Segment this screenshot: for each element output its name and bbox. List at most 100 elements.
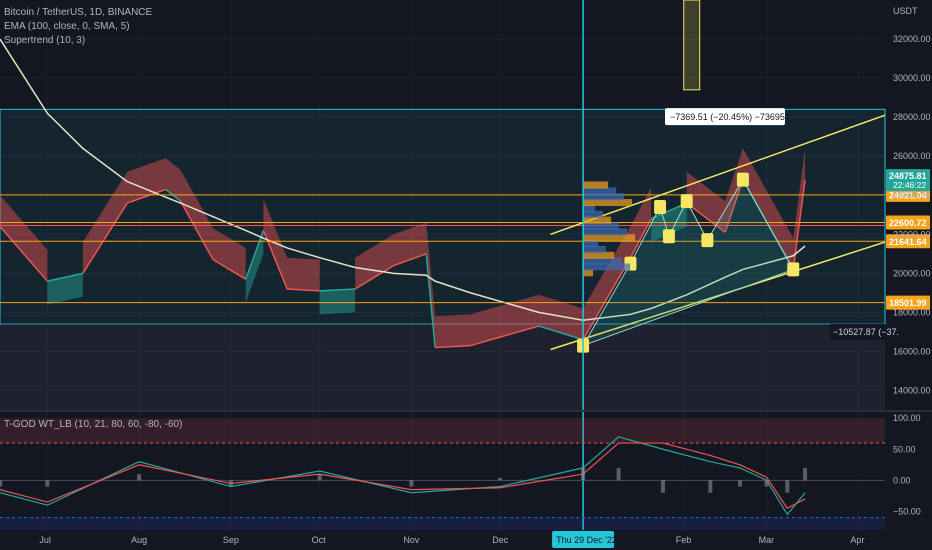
price-axis-tick: 22000.00: [893, 229, 931, 239]
volume-profile-bar: [583, 222, 620, 230]
price-axis-tick: 20000.00: [893, 268, 931, 278]
supertrend-band: [355, 234, 394, 289]
oscillator-histogram-bar: [581, 467, 586, 481]
supertrend-line: [435, 344, 471, 349]
measure-box[interactable]: [683, 0, 701, 91]
level-label-bg: [886, 187, 930, 202]
supertrend-legend: Supertrend (10, 3): [4, 35, 86, 46]
supertrend-band: [165, 158, 181, 202]
level-label: 21641.64: [889, 237, 927, 247]
level-label: 22600.72: [889, 218, 927, 228]
measure-label-upper: −7369.51 (−20.45%) −736951: [670, 112, 790, 122]
time-axis-area: [0, 530, 932, 550]
oscillator-histogram-bar: [803, 467, 808, 481]
supertrend-band: [435, 314, 471, 348]
price-countdown: 22:46:22: [893, 180, 926, 190]
supertrend-line: [582, 257, 632, 341]
oscillator-histogram-bar: [317, 474, 322, 481]
time-axis-tick: Oct: [312, 535, 327, 545]
supertrend-line: [538, 325, 584, 341]
lower-shade-box: [0, 324, 885, 410]
volume-profile-bar: [583, 210, 604, 218]
supertrend-band: [127, 158, 166, 204]
supertrend-line: [179, 200, 214, 261]
price-axis-tick: 24000.00: [893, 190, 931, 200]
oscillator-histogram-bar: [764, 480, 769, 487]
supertrend-line: [47, 272, 84, 282]
oscillator-axis-tick: 50.00: [893, 444, 916, 454]
volume-profile-bar: [583, 245, 607, 253]
volume-profile-bar: [583, 193, 625, 201]
supertrend-line: [0, 225, 48, 282]
supertrend-line: [393, 253, 427, 267]
oscillator-histogram-bar: [616, 467, 621, 481]
crosshair-date-label: Thu 29 Dec '22: [556, 535, 617, 545]
time-axis-tick: Nov: [403, 535, 420, 545]
range-box[interactable]: [0, 108, 886, 325]
level-label: 24021.04: [889, 190, 927, 200]
volume-profile-bar: [583, 234, 636, 242]
supertrend-line: [470, 325, 539, 347]
supertrend-line: [82, 202, 128, 274]
oscillator-axis-tick: −50.00: [893, 506, 921, 516]
oscillator-histogram-bar: [137, 474, 142, 481]
supertrend-band: [47, 273, 83, 305]
volume-profile-bar: [583, 257, 623, 265]
supertrend-line: [319, 288, 356, 292]
oscillator-histogram-bar: [0, 480, 2, 487]
supertrend-line: [686, 202, 726, 233]
level-label-bg: [886, 215, 930, 230]
symbol-legend: Bitcoin / TetherUS, 1D, BINANCE: [4, 7, 153, 18]
crosshair-date-bg: [552, 531, 615, 548]
supertrend-line: [212, 259, 247, 280]
supertrend-band: [263, 199, 288, 289]
level-label-bg: [886, 295, 930, 310]
channel-upper-line[interactable]: [550, 114, 886, 235]
price-axis-tick: 32000.00: [893, 34, 931, 44]
supertrend-band: [180, 169, 214, 260]
price-axis-unit: USDT: [893, 6, 918, 16]
oscillator-axis-tick: 0.00: [893, 475, 911, 485]
volume-profile-bar: [583, 269, 594, 277]
oscillator-legend: T-GOD WT_LB (10, 21, 80, 60, -80, -60): [4, 419, 183, 430]
overbought-zone: [0, 418, 885, 444]
ema-legend: EMA (100, close, 0, SMA, 5): [4, 21, 130, 32]
supertrend-band: [742, 148, 794, 270]
oscillator-histogram-bar: [661, 480, 666, 493]
supertrend-line: [287, 288, 320, 292]
last-price-label: 24875.81: [889, 171, 927, 181]
time-axis-tick: Apr: [850, 535, 864, 545]
time-axis-tick: Jul: [39, 535, 51, 545]
supertrend-band: [393, 222, 427, 266]
price-axis-tick: 14000.00: [893, 385, 931, 395]
ema-line[interactable]: [0, 38, 806, 321]
measure-lower-bg: [830, 323, 885, 340]
time-axis-tick: Dec: [492, 535, 509, 545]
time-axis-tick: Feb: [676, 535, 692, 545]
supertrend-band: [725, 148, 743, 233]
price-axis-tick: 16000.00: [893, 346, 931, 356]
pattern-point-label: [701, 233, 714, 248]
price-axis-tick: 30000.00: [893, 73, 931, 83]
supertrend-band: [793, 148, 806, 270]
oscillator-histogram-bar: [785, 480, 790, 493]
time-axis-tick: Mar: [759, 535, 775, 545]
supertrend-line: [354, 264, 395, 290]
supertrend-band: [287, 257, 320, 291]
pattern-point-label: [662, 229, 675, 244]
supertrend-line: [425, 253, 436, 348]
volume-profile-bar: [583, 228, 628, 236]
measure-label-lower: −10527.87 (−37.: [833, 327, 899, 337]
volume-profile-bar: [583, 181, 609, 189]
supertrend-band: [245, 230, 264, 303]
level-label: 18501.99: [889, 298, 927, 308]
volume-profile-bar: [583, 187, 617, 195]
oscillator-histogram-bar: [409, 480, 414, 487]
time-axis-tick: Aug: [131, 535, 147, 545]
volume-profile-bar: [583, 251, 615, 259]
pattern-point-label: [736, 172, 749, 187]
oscillator-histogram-bar: [708, 480, 713, 493]
channel-lower-line[interactable]: [550, 241, 886, 351]
oscillator-histogram-bar: [498, 477, 503, 481]
